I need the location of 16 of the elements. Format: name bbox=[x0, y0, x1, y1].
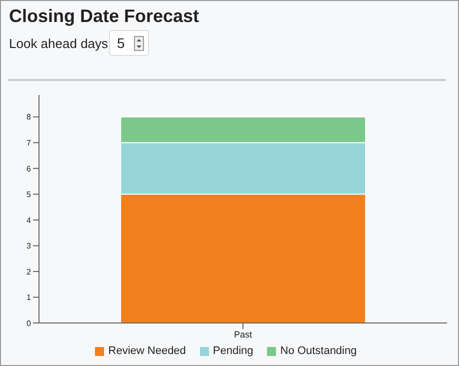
y-tick-label: 7 bbox=[26, 138, 32, 148]
y-tick-label: 8 bbox=[26, 112, 32, 122]
y-tick-label: 3 bbox=[26, 242, 32, 251]
number-input: 5 bbox=[109, 30, 149, 56]
x-tick-label: Past bbox=[234, 329, 252, 340]
legend-label: Pending bbox=[212, 345, 254, 357]
y-tick-label: 4 bbox=[26, 216, 32, 225]
y-tick-label: 0 bbox=[26, 318, 32, 328]
y-tick-label: 5 bbox=[26, 190, 32, 200]
y-tick-label: 1 bbox=[26, 293, 32, 302]
series-label: Review Needed bbox=[108, 345, 186, 357]
y-tick-label: 6 bbox=[26, 164, 32, 174]
chart-title: Closing Date Forecast bbox=[9, 6, 200, 27]
legend-label: No Outstanding bbox=[280, 345, 357, 357]
y-tick-label: 2 bbox=[26, 267, 32, 276]
text: Look ahead days bbox=[9, 36, 108, 51]
